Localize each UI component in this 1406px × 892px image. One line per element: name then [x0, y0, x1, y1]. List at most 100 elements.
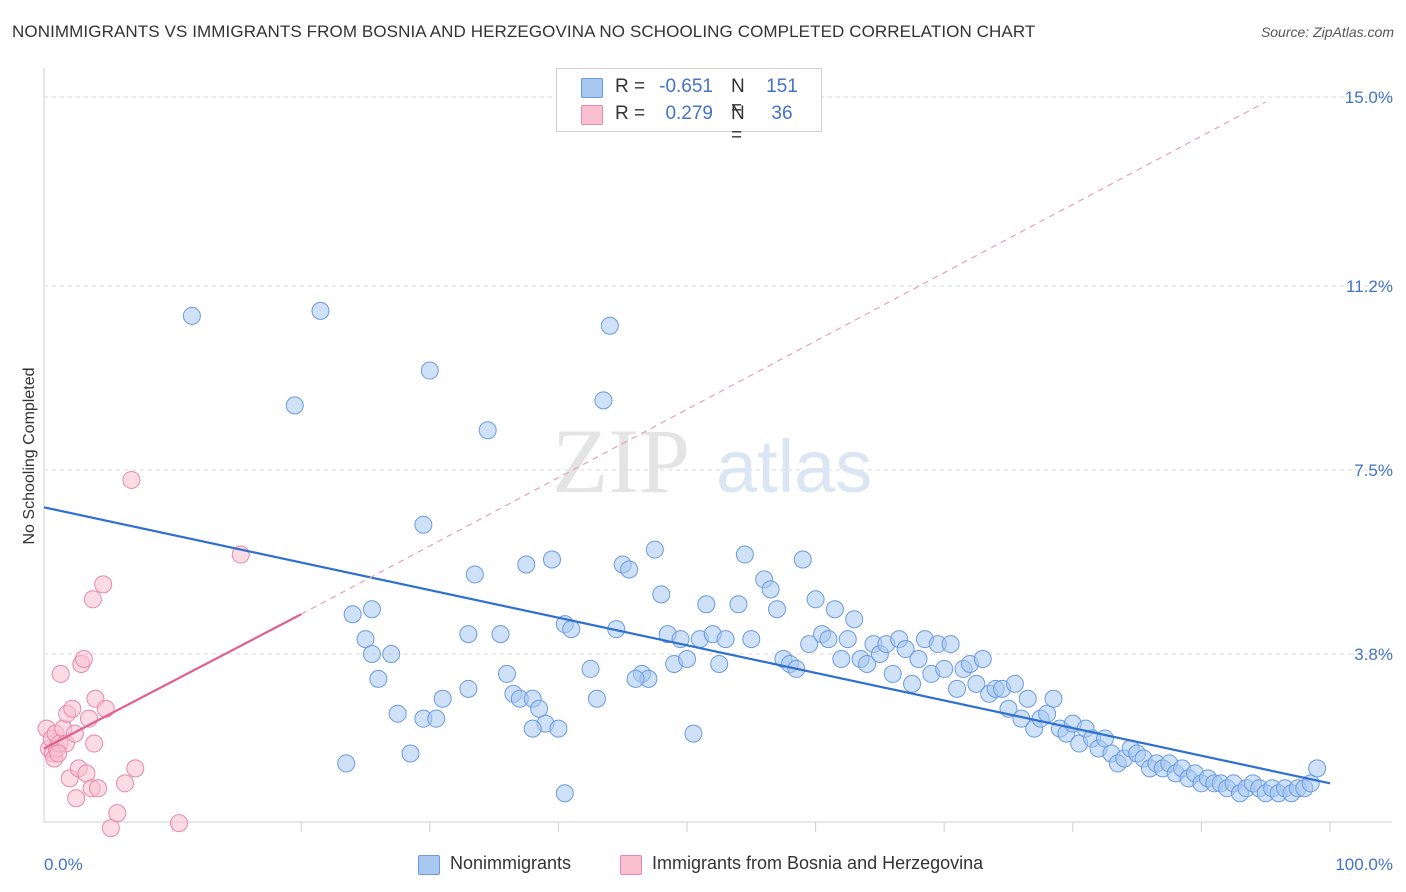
data-point	[122, 470, 141, 489]
data-point	[845, 610, 864, 629]
legend-n-value: 36	[771, 103, 793, 124]
data-point	[555, 784, 574, 803]
data-point	[819, 630, 838, 649]
data-point	[427, 709, 446, 728]
data-point	[182, 306, 201, 325]
trend-lines	[43, 101, 1331, 785]
data-point	[83, 590, 102, 609]
data-point	[89, 779, 108, 798]
data-point	[491, 625, 510, 644]
data-point	[1308, 759, 1327, 778]
y-tick-labels: 3.8% 7.5% 11.2% 15.0%	[1345, 88, 1393, 664]
trend-line-immigrants	[43, 613, 302, 750]
data-point	[793, 550, 812, 569]
data-point	[806, 590, 825, 609]
data-point	[478, 421, 497, 440]
legend-n-label: N =	[731, 103, 745, 146]
data-point	[716, 630, 735, 649]
legend-r-value: 0.279	[665, 103, 713, 124]
source-label: Source: ZipAtlas.com	[1260, 24, 1394, 40]
data-point	[678, 649, 696, 668]
data-point	[620, 560, 639, 579]
data-point	[414, 515, 433, 534]
legend-swatch-blue	[581, 78, 603, 98]
y-tick-label: 11.2%	[1346, 277, 1393, 296]
data-point	[433, 689, 452, 708]
data-point	[101, 819, 120, 838]
data-point	[594, 391, 613, 410]
data-point	[337, 754, 356, 773]
data-point	[883, 664, 902, 683]
data-point	[96, 699, 115, 718]
data-point	[832, 649, 851, 668]
x-tick-label: 0.0%	[44, 855, 83, 874]
data-point	[523, 719, 542, 738]
axes	[43, 68, 1392, 832]
data-point	[85, 734, 104, 753]
y-tick-label: 3.8%	[1354, 645, 1393, 664]
data-point	[116, 774, 135, 793]
data-point	[729, 595, 748, 614]
x-tick-labels: 0.0% 100.0%	[44, 855, 1393, 874]
trend-line-nonimmigrants	[43, 506, 1331, 785]
data-point	[343, 605, 362, 624]
data-point	[768, 600, 787, 619]
legend-r-value: -0.651	[659, 76, 713, 97]
data-point	[401, 744, 420, 763]
data-point	[935, 659, 954, 678]
watermark-zip: ZIP	[552, 410, 690, 512]
data-point	[652, 585, 671, 604]
data-point	[710, 654, 729, 673]
data-point	[1018, 689, 1037, 708]
data-point	[761, 580, 780, 599]
legend-swatch-blue	[418, 855, 440, 875]
data-point	[67, 789, 86, 808]
data-point	[948, 679, 967, 698]
data-point	[941, 635, 960, 654]
series-immigrants	[37, 470, 250, 838]
data-point	[49, 744, 68, 763]
data-point	[1044, 689, 1063, 708]
data-point	[684, 724, 703, 743]
data-point	[74, 649, 93, 668]
data-point	[587, 689, 606, 708]
data-point	[800, 635, 819, 654]
data-point	[1005, 674, 1024, 693]
series-nonimmigrants	[182, 301, 1327, 803]
data-point	[549, 719, 568, 738]
legend-n-label: N =	[731, 76, 745, 119]
legend-n-value: 151	[766, 76, 798, 97]
legend-r-label: R =	[615, 103, 646, 124]
data-point	[967, 674, 986, 693]
watermark-atlas: atlas	[716, 425, 872, 508]
legend-swatch-pink	[620, 855, 642, 875]
data-point	[285, 396, 304, 415]
legend-swatch-pink	[581, 105, 603, 125]
data-point	[170, 814, 189, 833]
data-point	[903, 674, 922, 693]
y-tick-label: 7.5%	[1354, 461, 1393, 480]
data-point	[465, 565, 484, 584]
data-point	[382, 645, 401, 664]
data-point	[542, 550, 561, 569]
data-point	[517, 555, 536, 574]
correlation-legend: R = -0.651 N = 151 R = 0.279 N = 36	[556, 68, 822, 146]
data-point	[626, 669, 645, 688]
data-point	[896, 640, 915, 659]
y-axis-label: No Schooling Completed	[21, 368, 38, 545]
x-tick-label: 100.0%	[1335, 855, 1393, 874]
data-point	[600, 316, 619, 335]
data-point	[825, 600, 844, 619]
data-point	[645, 540, 664, 559]
data-point	[51, 664, 70, 683]
data-point	[497, 664, 516, 683]
data-point	[858, 654, 877, 673]
data-point	[77, 764, 96, 783]
data-point	[108, 804, 127, 823]
legend-label: Immigrants from Bosnia and Herzegovina	[652, 853, 984, 873]
legend-label: Nonimmigrants	[450, 853, 572, 873]
data-point	[459, 625, 478, 644]
grid-lines	[44, 96, 1392, 655]
data-point	[362, 600, 381, 619]
